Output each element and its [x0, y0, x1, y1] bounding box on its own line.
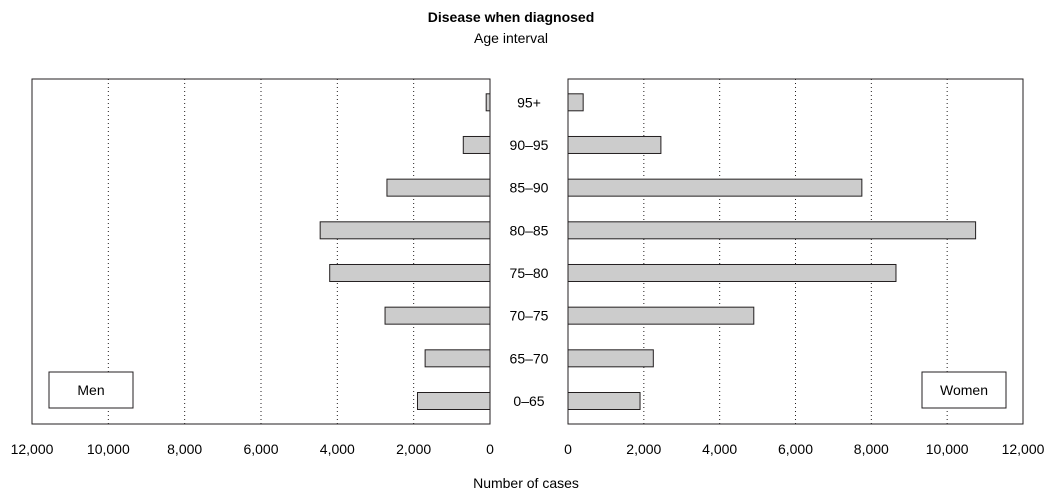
women-tick-label: 6,000 [778, 441, 813, 457]
women-bar [567, 135, 662, 154]
x-axis-label: Number of cases [473, 475, 579, 491]
women-bar [567, 349, 654, 368]
men-bar [384, 306, 491, 325]
women-bar [567, 263, 897, 282]
men-tick-label: 2,000 [396, 441, 431, 457]
legend-men: Men [48, 371, 134, 409]
age-interval-label: 75–80 [510, 265, 549, 281]
women-tick-label: 12,000 [1002, 441, 1045, 457]
women-tick-labels: 0 2,000 4,000 6,000 8,000 10,000 12,000 [564, 441, 1045, 457]
men-tick-label: 12,000 [11, 441, 54, 457]
men-tick-labels: 0 2,000 4,000 6,000 8,000 10,000 12,000 [11, 441, 495, 457]
men-bar [485, 93, 491, 112]
men-bar [329, 263, 491, 282]
age-interval-label: 90–95 [510, 137, 549, 153]
age-labels: 0–65 65–70 70–75 75–80 80–85 85–90 90–95 95+ [510, 94, 549, 409]
age-interval-label: 70–75 [510, 308, 549, 324]
women-tick-label: 10,000 [926, 441, 969, 457]
women-bar [567, 392, 641, 410]
men-tick-label: 8,000 [167, 441, 202, 457]
women-bars [567, 93, 977, 410]
men-grid [107, 79, 415, 424]
men-bar [424, 349, 491, 368]
age-interval-label: 65–70 [510, 350, 549, 366]
women-tick-label: 4,000 [702, 441, 737, 457]
women-tick-label: 2,000 [626, 441, 661, 457]
men-bar [386, 178, 491, 197]
men-tick-label: 0 [486, 441, 494, 457]
age-interval-label: 80–85 [510, 222, 549, 238]
age-interval-label: 85–90 [510, 180, 549, 196]
age-interval-label: 95+ [517, 94, 541, 110]
women-bar [567, 221, 977, 240]
men-tick-label: 4,000 [320, 441, 355, 457]
age-interval-label: 0–65 [513, 393, 544, 409]
men-bars [319, 93, 491, 410]
women-bar [567, 93, 584, 112]
men-bar [462, 135, 491, 154]
men-tick-label: 6,000 [243, 441, 278, 457]
chart-subtitle: Age interval [474, 30, 548, 46]
women-tick-label: 0 [564, 441, 572, 457]
women-tick-label: 8,000 [854, 441, 889, 457]
legend-women: Women [921, 371, 1007, 409]
men-bar [416, 392, 491, 410]
chart-title: Disease when diagnosed [428, 9, 595, 25]
legend-women-label: Women [940, 382, 988, 398]
women-grid [643, 79, 948, 424]
men-tick-label: 10,000 [87, 441, 130, 457]
women-bar [567, 306, 755, 325]
legend-men-label: Men [77, 382, 104, 398]
women-bar [567, 178, 863, 197]
men-bar [319, 221, 491, 240]
